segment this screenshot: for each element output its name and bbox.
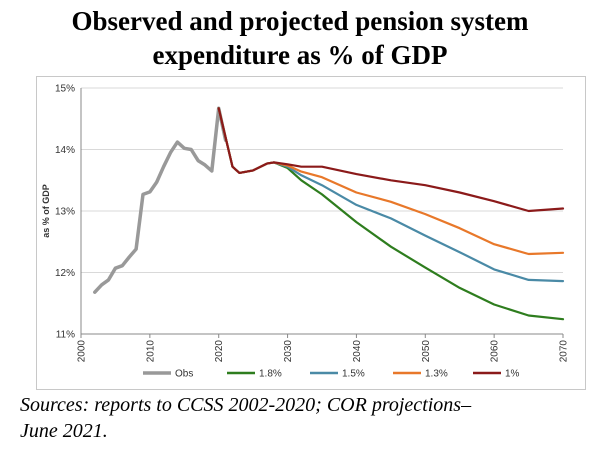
x-tick-label: 2070 — [559, 340, 570, 363]
y-tick-label: 15% — [55, 84, 75, 95]
x-tick-label: 2030 — [283, 340, 294, 363]
x-tick-label: 2020 — [214, 340, 225, 363]
line-chart: 11% 12% 13% 14% 15% 2000 2010 2020 2030 2040 2050 2… — [41, 84, 570, 380]
chart-title-line-1: Observed and projected pension system — [71, 6, 529, 36]
x-tick-label: 2040 — [352, 340, 363, 363]
chart-frame: 11% 12% 13% 14% 15% 2000 2010 2020 2030 2040 2050 2… — [36, 76, 586, 390]
y-tick-label: 11% — [56, 330, 75, 341]
source-note: Sources: reports to CCSS 2002-2020; COR … — [20, 392, 590, 444]
series-line-obs — [93, 106, 228, 294]
chart-title: Observed and projected pension system ex… — [0, 4, 600, 72]
x-tick-label: 2010 — [145, 340, 156, 363]
legend-label: 1.5% — [342, 369, 365, 380]
source-line-2: June 2021. — [20, 420, 108, 442]
x-tick-label: 2050 — [421, 340, 432, 363]
x-tick-label: 2000 — [77, 340, 88, 363]
y-axis-label: as % of GDP — [41, 184, 51, 238]
x-tick-label: 2060 — [490, 340, 501, 363]
y-tick-label: 12% — [55, 268, 75, 279]
series-line-1pct — [217, 107, 565, 213]
legend-label: 1.8% — [259, 369, 282, 380]
y-tick-label: 13% — [55, 207, 75, 218]
chart-title-line-2: expenditure as % of GDP — [152, 40, 448, 70]
series-line-1-8pct — [217, 107, 565, 321]
y-tick-label: 14% — [55, 145, 75, 156]
legend-label: Obs — [175, 369, 193, 380]
legend-label: 1% — [505, 369, 520, 380]
series-line-1-5pct — [217, 107, 565, 283]
legend-label: 1.3% — [425, 369, 448, 380]
source-line-1: Sources: reports to CCSS 2002-2020; COR … — [20, 394, 472, 416]
